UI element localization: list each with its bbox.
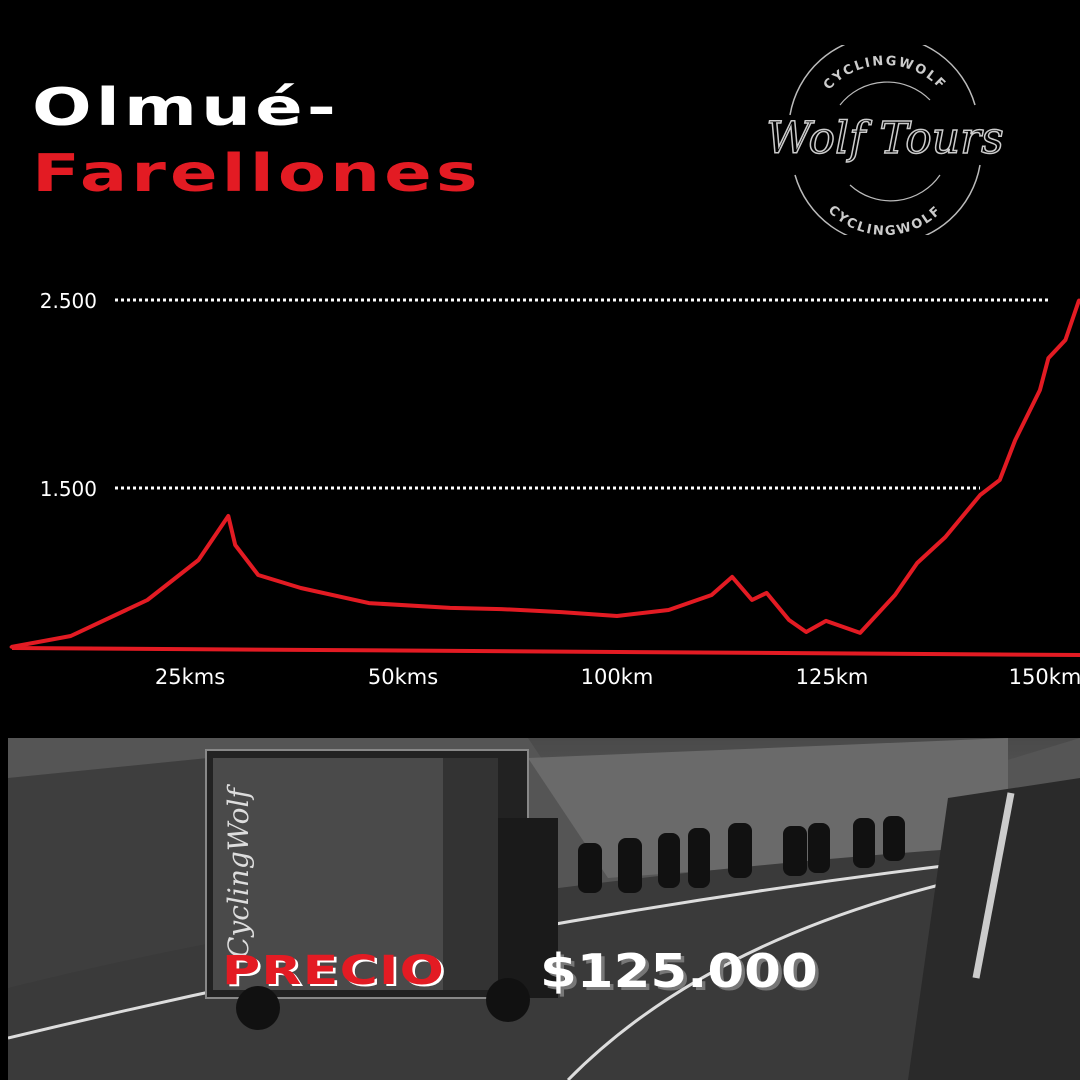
wolf-tours-logo: CYCLINGWOLF Wolf Tours CYCLINGWOLF	[766, 45, 1004, 235]
elevation-point	[448, 606, 452, 610]
elevation-point	[978, 493, 982, 497]
elevation-point	[1038, 388, 1042, 392]
elevation-point	[787, 618, 791, 622]
truck-text: CyclingWolf	[222, 784, 255, 958]
elevation-point	[943, 535, 947, 539]
y-tick-label: 2.500	[40, 289, 97, 313]
elevation-point	[858, 631, 862, 635]
x-tick-label: 125km	[796, 665, 869, 689]
elevation-point	[1063, 338, 1067, 342]
cyclists-photo: CyclingWolf	[8, 738, 1080, 1080]
elevation-point	[824, 619, 828, 623]
elevation-point	[226, 514, 230, 518]
elevation-point	[915, 561, 919, 565]
title-line-1: Olmué-	[32, 78, 340, 138]
elevation-point	[69, 634, 73, 638]
x-tick-label: 50kms	[368, 665, 438, 689]
cyclists-group	[578, 816, 905, 893]
elevation-chart: 2.500 1.500 25kms 50kms 100km 125km 150k…	[9, 289, 1080, 689]
elevation-point	[710, 593, 714, 597]
baseline	[11, 646, 1080, 657]
title-line-2: Farellones	[32, 144, 482, 204]
elevation-point	[1013, 438, 1017, 442]
elevation-line	[10, 299, 1080, 649]
elevation-point	[559, 610, 563, 614]
elevation-point	[9, 645, 13, 649]
x-tick-label: 150km	[1009, 665, 1080, 689]
x-tick-label: 25kms	[155, 665, 225, 689]
elevation-point	[765, 591, 769, 595]
x-tick-label: 100km	[581, 665, 654, 689]
elevation-point	[145, 598, 149, 602]
elevation-point	[998, 478, 1002, 482]
elevation-point	[893, 593, 897, 597]
y-tick-label: 1.500	[40, 477, 97, 501]
elevation-point	[197, 558, 201, 562]
elevation-point	[730, 575, 734, 579]
elevation-point	[1046, 356, 1050, 360]
elevation-point	[750, 598, 754, 602]
support-truck: CyclingWolf	[205, 749, 558, 1030]
elevation-point	[667, 608, 671, 612]
elevation-point	[499, 607, 503, 611]
elevation-point	[233, 543, 237, 547]
price-value: $125.000	[540, 944, 818, 998]
elevation-point	[615, 614, 619, 618]
elevation-point	[804, 630, 808, 634]
logo-script-text: Wolf Tours	[766, 113, 1003, 164]
elevation-point	[299, 586, 303, 590]
price-label: PRECIO	[222, 948, 446, 994]
elevation-point	[367, 601, 371, 605]
elevation-point	[256, 573, 260, 577]
elevation-point	[1077, 298, 1080, 302]
